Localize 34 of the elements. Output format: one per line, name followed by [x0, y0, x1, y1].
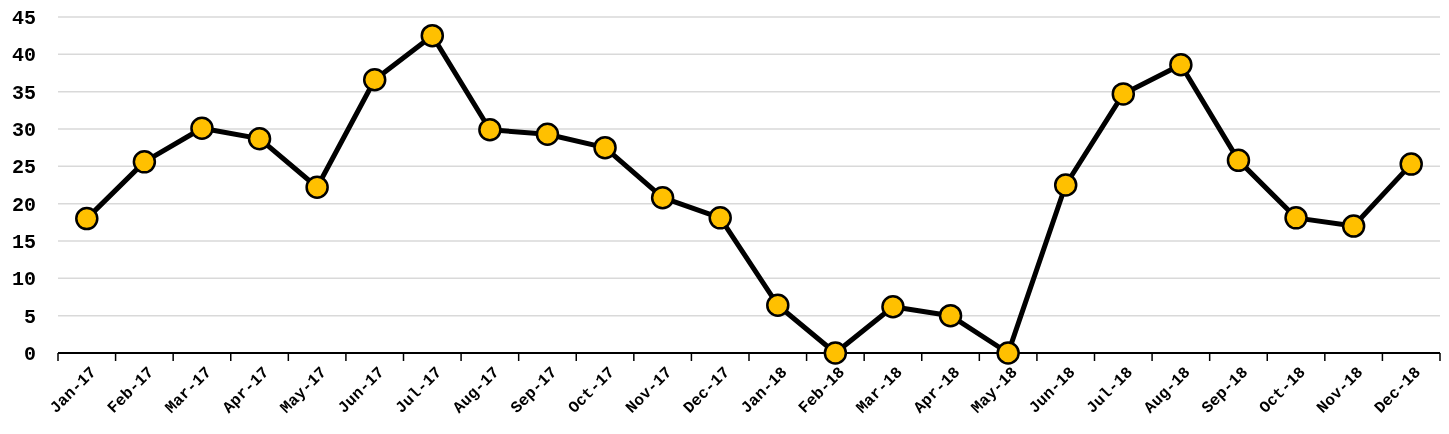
y-tick-label: 35 — [11, 81, 36, 105]
point — [1399, 152, 1423, 176]
point — [420, 23, 445, 48]
y-tick-label: 15 — [11, 231, 36, 254]
y-tick-label: 45 — [11, 7, 36, 30]
point — [881, 294, 905, 319]
point — [593, 135, 617, 160]
point — [1111, 82, 1136, 106]
point — [650, 185, 675, 210]
point — [996, 341, 1020, 365]
point — [708, 206, 732, 230]
point — [305, 175, 329, 199]
point — [1169, 53, 1193, 77]
point — [478, 118, 502, 142]
y-tick-label: 5 — [23, 305, 36, 329]
y-tick-label: 25 — [11, 156, 36, 180]
point — [535, 122, 560, 146]
y-tick-label: 20 — [11, 193, 36, 217]
point — [938, 303, 963, 328]
y-tick-label: 0 — [23, 343, 36, 366]
point — [362, 67, 387, 92]
point — [75, 206, 99, 231]
point — [766, 293, 790, 317]
point — [1284, 206, 1308, 230]
point — [247, 126, 272, 151]
point — [1053, 173, 1078, 197]
point — [1226, 148, 1251, 173]
y-tick-label: 30 — [11, 119, 36, 142]
point — [190, 116, 214, 140]
point — [1341, 214, 1366, 238]
y-tick-label: 10 — [11, 268, 36, 292]
point — [823, 341, 848, 365]
point — [132, 150, 157, 174]
y-tick-label: 40 — [11, 44, 36, 68]
